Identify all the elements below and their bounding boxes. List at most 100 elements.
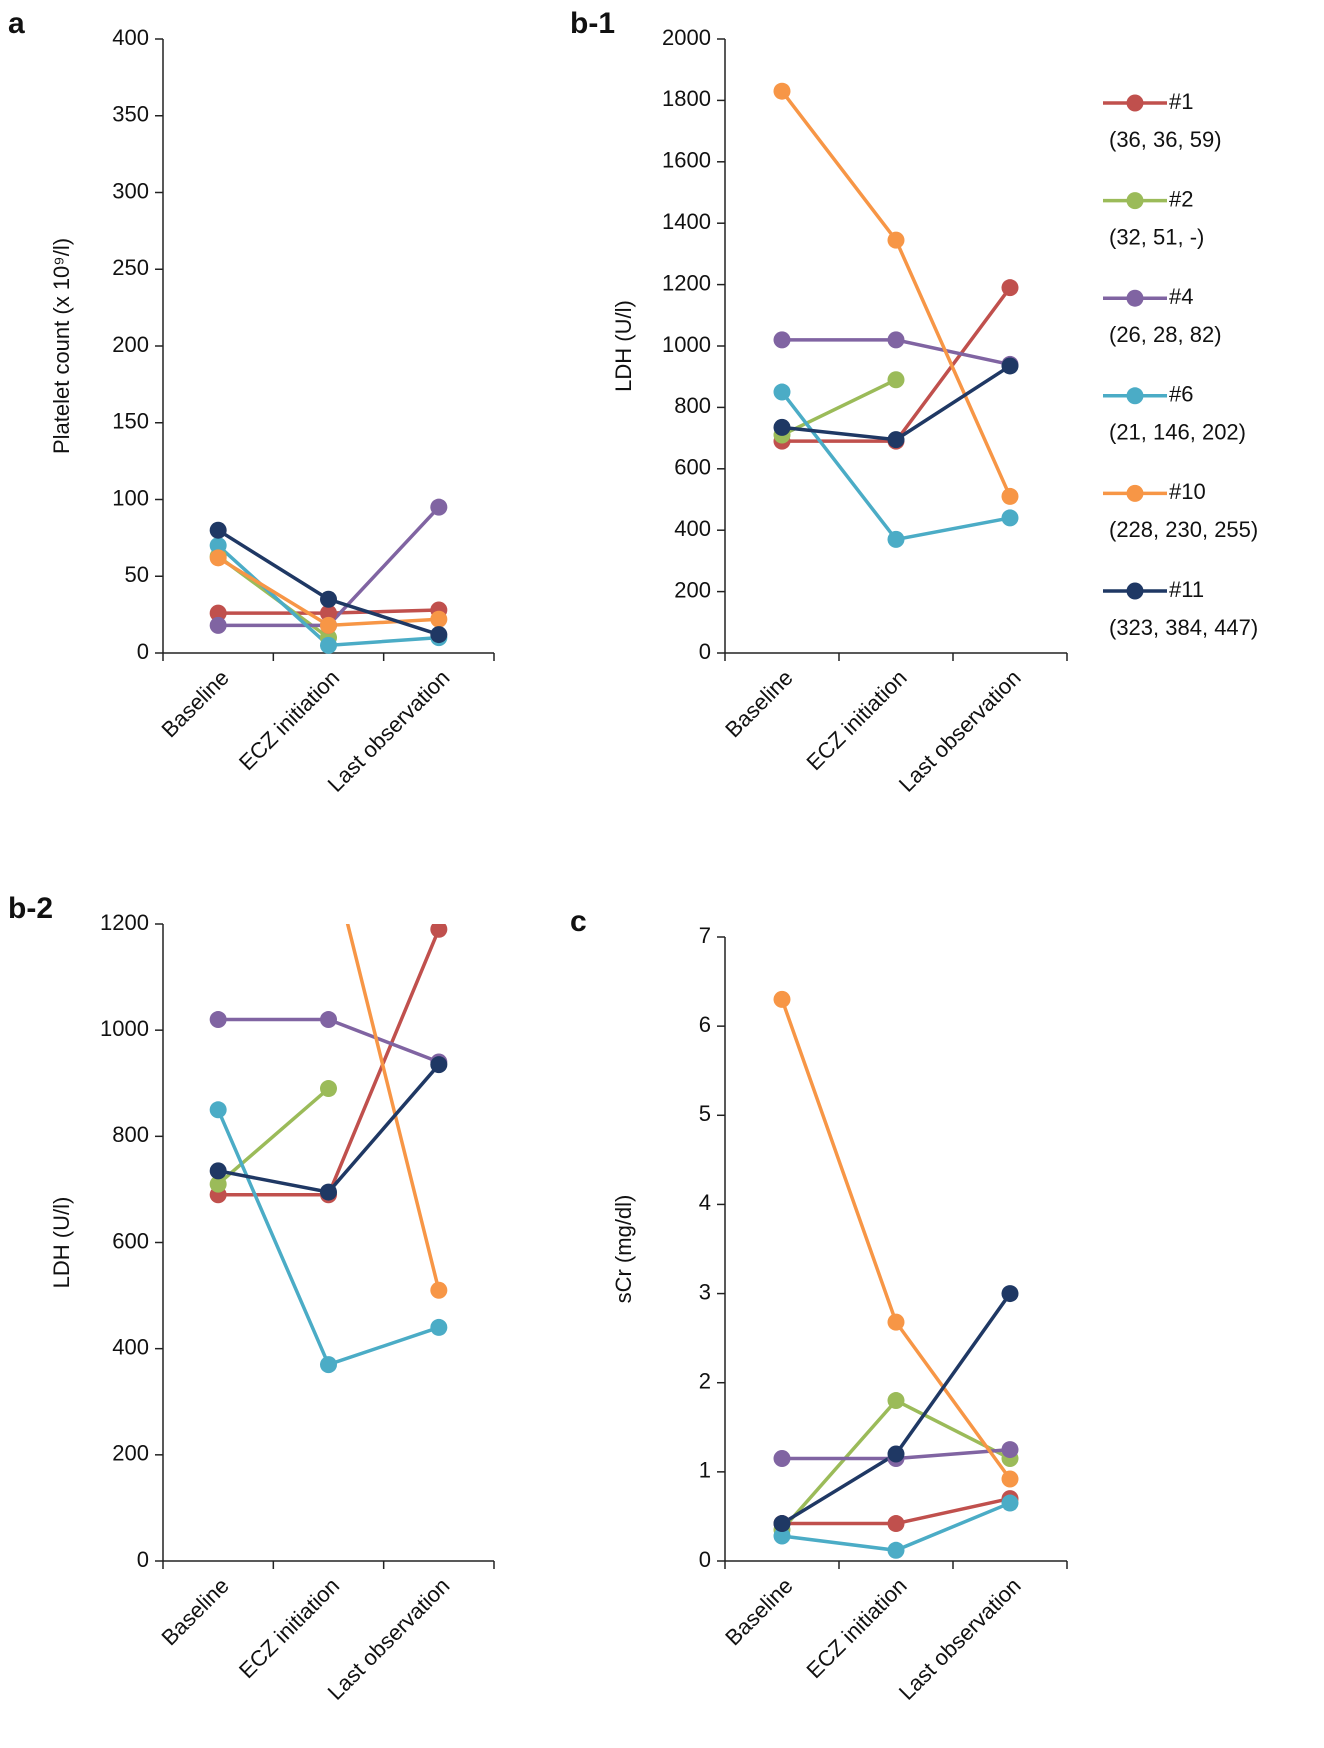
point [320, 839, 337, 856]
point [430, 1318, 448, 1336]
legend-note: (36, 36, 59) [1109, 127, 1222, 152]
point [887, 371, 905, 389]
point [430, 626, 448, 644]
y-tick-label: 250 [112, 255, 149, 280]
series-line [216, 1109, 440, 1367]
point [320, 1011, 337, 1029]
x-tick-label: Last observation [323, 665, 455, 797]
legend-note: (323, 384, 447) [1109, 615, 1258, 640]
y-tick-label: 1800 [662, 86, 711, 111]
x-tick-label: ECZ initiation [801, 665, 911, 775]
y-axis-label: Platelet count (x 10⁹/l) [49, 238, 74, 454]
point [1001, 487, 1019, 505]
point [209, 1162, 227, 1180]
point [887, 1313, 905, 1331]
point [430, 1281, 448, 1299]
y-tick-label: 150 [112, 409, 149, 434]
y-tick-label: 2000 [662, 25, 711, 50]
point [320, 590, 337, 608]
y-tick-label: 200 [674, 577, 711, 602]
y-tick-label: 1400 [662, 209, 711, 234]
y-tick-label: 4 [699, 1190, 711, 1215]
legend-marker [1126, 582, 1144, 600]
point [320, 636, 337, 654]
legend-marker [1126, 289, 1144, 307]
y-tick-label: 6 [699, 1012, 711, 1037]
legend-label: #2 [1169, 186, 1193, 211]
point [773, 418, 791, 436]
y-tick-label: 0 [699, 1547, 711, 1572]
point [430, 610, 448, 628]
point [209, 1011, 227, 1029]
point [773, 990, 791, 1008]
point [887, 530, 905, 548]
y-tick-label: 1000 [662, 332, 711, 357]
legend-label: #11 [1169, 577, 1204, 602]
point [773, 82, 791, 100]
point [209, 616, 227, 634]
y-tick-label: 0 [137, 1547, 149, 1572]
y-tick-label: 0 [137, 639, 149, 664]
y-tick-label: 1200 [662, 270, 711, 295]
x-tick-label: Baseline [156, 1573, 233, 1650]
point [320, 604, 337, 622]
legend-marker [1126, 484, 1144, 502]
y-tick-label: 800 [674, 393, 711, 418]
series-line [217, 1087, 330, 1186]
y-tick-label: 200 [112, 332, 149, 357]
point [209, 521, 227, 539]
legend-note: (21, 146, 202) [1109, 420, 1246, 445]
y-tick-label: 350 [112, 102, 149, 127]
point [209, 1101, 227, 1119]
x-tick-label: Baseline [156, 665, 233, 742]
y-tick-label: 2 [699, 1369, 711, 1394]
point [773, 1449, 791, 1467]
point [210, 581, 227, 598]
point [1001, 509, 1019, 527]
point [430, 1056, 448, 1074]
legend-note: (32, 51, -) [1109, 224, 1204, 249]
y-axis-label: LDH (U/l) [611, 300, 636, 392]
y-tick-label: 600 [674, 455, 711, 480]
legend-label: #10 [1169, 479, 1206, 504]
point [1001, 357, 1019, 375]
x-tick-label: Baseline [720, 665, 797, 742]
series-line [345, 924, 441, 1291]
point [430, 498, 448, 516]
y-tick-label: 1600 [662, 148, 711, 173]
panel-label: a [8, 7, 25, 40]
point [887, 1541, 905, 1559]
legend-note: (26, 28, 82) [1109, 322, 1222, 347]
legend-marker [1126, 192, 1144, 210]
legend-label: #1 [1169, 89, 1193, 114]
y-tick-label: 3 [699, 1279, 711, 1304]
plot [773, 990, 1019, 1559]
point [773, 383, 791, 401]
y-tick-label: 1000 [100, 1016, 149, 1041]
legend-marker [1126, 387, 1144, 405]
point [209, 537, 227, 555]
x-tick-label: Last observation [323, 1573, 455, 1705]
point [320, 616, 337, 634]
y-tick-label: 600 [112, 1228, 149, 1253]
y-tick-label: 800 [112, 1122, 149, 1147]
point [887, 1515, 905, 1533]
point [1001, 1441, 1019, 1459]
plot [209, 498, 448, 654]
y-tick-label: 300 [112, 178, 149, 203]
point [1001, 1470, 1019, 1488]
plot [773, 82, 1019, 548]
y-tick-label: 1200 [100, 910, 149, 935]
y-tick-label: 5 [699, 1101, 711, 1126]
point [773, 331, 791, 349]
y-tick-label: 400 [112, 1334, 149, 1359]
point [209, 604, 227, 622]
y-tick-label: 400 [112, 25, 149, 50]
point [887, 1392, 905, 1410]
y-tick-label: 400 [674, 516, 711, 541]
point [773, 1527, 791, 1545]
point [773, 1515, 791, 1533]
y-tick-label: 100 [112, 485, 149, 510]
legend-label: #6 [1169, 382, 1193, 407]
